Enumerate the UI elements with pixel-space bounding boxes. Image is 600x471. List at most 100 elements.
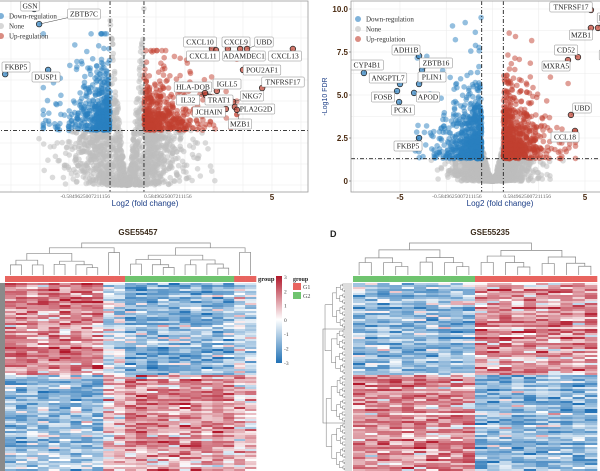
point-down	[476, 63, 482, 70]
gene-label: PLA2G2D	[240, 105, 273, 114]
point-down	[478, 14, 484, 21]
point-up	[520, 116, 526, 123]
point-down	[58, 111, 64, 118]
point-none	[80, 174, 87, 180]
point-down	[474, 69, 481, 76]
point-down	[67, 62, 73, 69]
point-none	[141, 133, 147, 139]
point-up	[532, 149, 538, 156]
point-none	[180, 168, 187, 175]
point-up	[503, 151, 509, 158]
point-down	[451, 106, 458, 113]
point-none	[76, 149, 82, 156]
point-none	[61, 162, 68, 168]
point-up	[527, 74, 534, 80]
legend-label: Up-regulation	[9, 33, 49, 41]
point-none	[205, 146, 211, 152]
point-down	[472, 29, 479, 36]
point-up	[506, 66, 513, 72]
point-up	[161, 54, 167, 61]
gene-label-box	[222, 50, 266, 62]
point-none	[120, 153, 126, 160]
point-none	[86, 134, 92, 141]
gene-label-box	[173, 81, 213, 93]
point-down	[459, 121, 465, 128]
point-none	[514, 171, 520, 177]
point-none	[101, 173, 108, 179]
point-none	[107, 174, 113, 180]
point-down	[103, 76, 110, 82]
point-down	[416, 154, 423, 161]
point-none	[528, 173, 534, 180]
legend-marker-up	[0, 33, 4, 39]
gene-label-box	[183, 36, 217, 48]
point-down	[449, 23, 456, 29]
point-up	[565, 80, 571, 87]
point-none	[83, 180, 89, 187]
point-none	[149, 160, 156, 166]
point-down	[423, 123, 430, 129]
point-none	[175, 162, 182, 169]
point-up	[504, 113, 510, 120]
point-up	[521, 141, 528, 148]
gene-label: NKG7	[242, 92, 262, 101]
point-none	[194, 140, 201, 146]
point-none	[147, 141, 153, 147]
point-none	[173, 169, 180, 176]
point-up	[190, 125, 196, 131]
point-none	[143, 156, 149, 163]
point-down	[413, 129, 420, 135]
point-none	[178, 147, 185, 153]
point-up	[557, 148, 563, 155]
point-none	[158, 155, 165, 161]
point-up	[539, 114, 545, 121]
point-down	[87, 71, 94, 78]
point-up	[200, 97, 206, 103]
point-down	[430, 133, 436, 140]
gene-label: IGLL5	[217, 80, 238, 89]
point-down	[447, 74, 454, 81]
point-none	[101, 147, 108, 153]
point-down	[434, 150, 440, 156]
volcano-plot-2: TNFRSF17NKMZB1CD52CXMXRA5UBDCCL18ADH1BCY…	[322, 0, 600, 208]
point-up	[150, 98, 157, 105]
point-down	[107, 110, 113, 117]
point-none	[62, 181, 69, 187]
point-none	[100, 133, 106, 139]
point-down	[441, 142, 448, 148]
point-none	[87, 150, 94, 156]
point-up	[201, 76, 208, 83]
point-up	[183, 125, 189, 132]
point-none	[183, 175, 190, 182]
point-down	[94, 77, 100, 84]
legend-marker-none	[0, 23, 4, 29]
point-down	[478, 145, 484, 152]
point-none	[175, 155, 181, 161]
point-up	[514, 123, 521, 129]
point-down	[105, 60, 111, 66]
point-up	[165, 85, 172, 91]
point-down	[468, 69, 474, 76]
point-down	[83, 122, 89, 129]
gene-label: IL32	[181, 96, 196, 105]
point-down	[432, 155, 438, 161]
point-none	[466, 162, 472, 168]
point-up	[532, 129, 539, 135]
point-down	[100, 104, 106, 110]
point-down	[467, 116, 474, 123]
point-up	[174, 107, 180, 114]
point-down	[57, 100, 63, 107]
point-none	[162, 144, 168, 151]
point-none	[173, 149, 180, 155]
point-down	[54, 126, 60, 133]
point-none	[471, 175, 478, 182]
point-none	[85, 165, 91, 172]
point-none	[165, 181, 172, 187]
point-down	[70, 98, 77, 104]
point-up	[538, 145, 544, 152]
point-up	[144, 116, 151, 122]
point-none	[153, 153, 159, 160]
gene-label-box	[228, 118, 252, 130]
point-none	[40, 141, 47, 147]
point-none	[137, 64, 143, 71]
